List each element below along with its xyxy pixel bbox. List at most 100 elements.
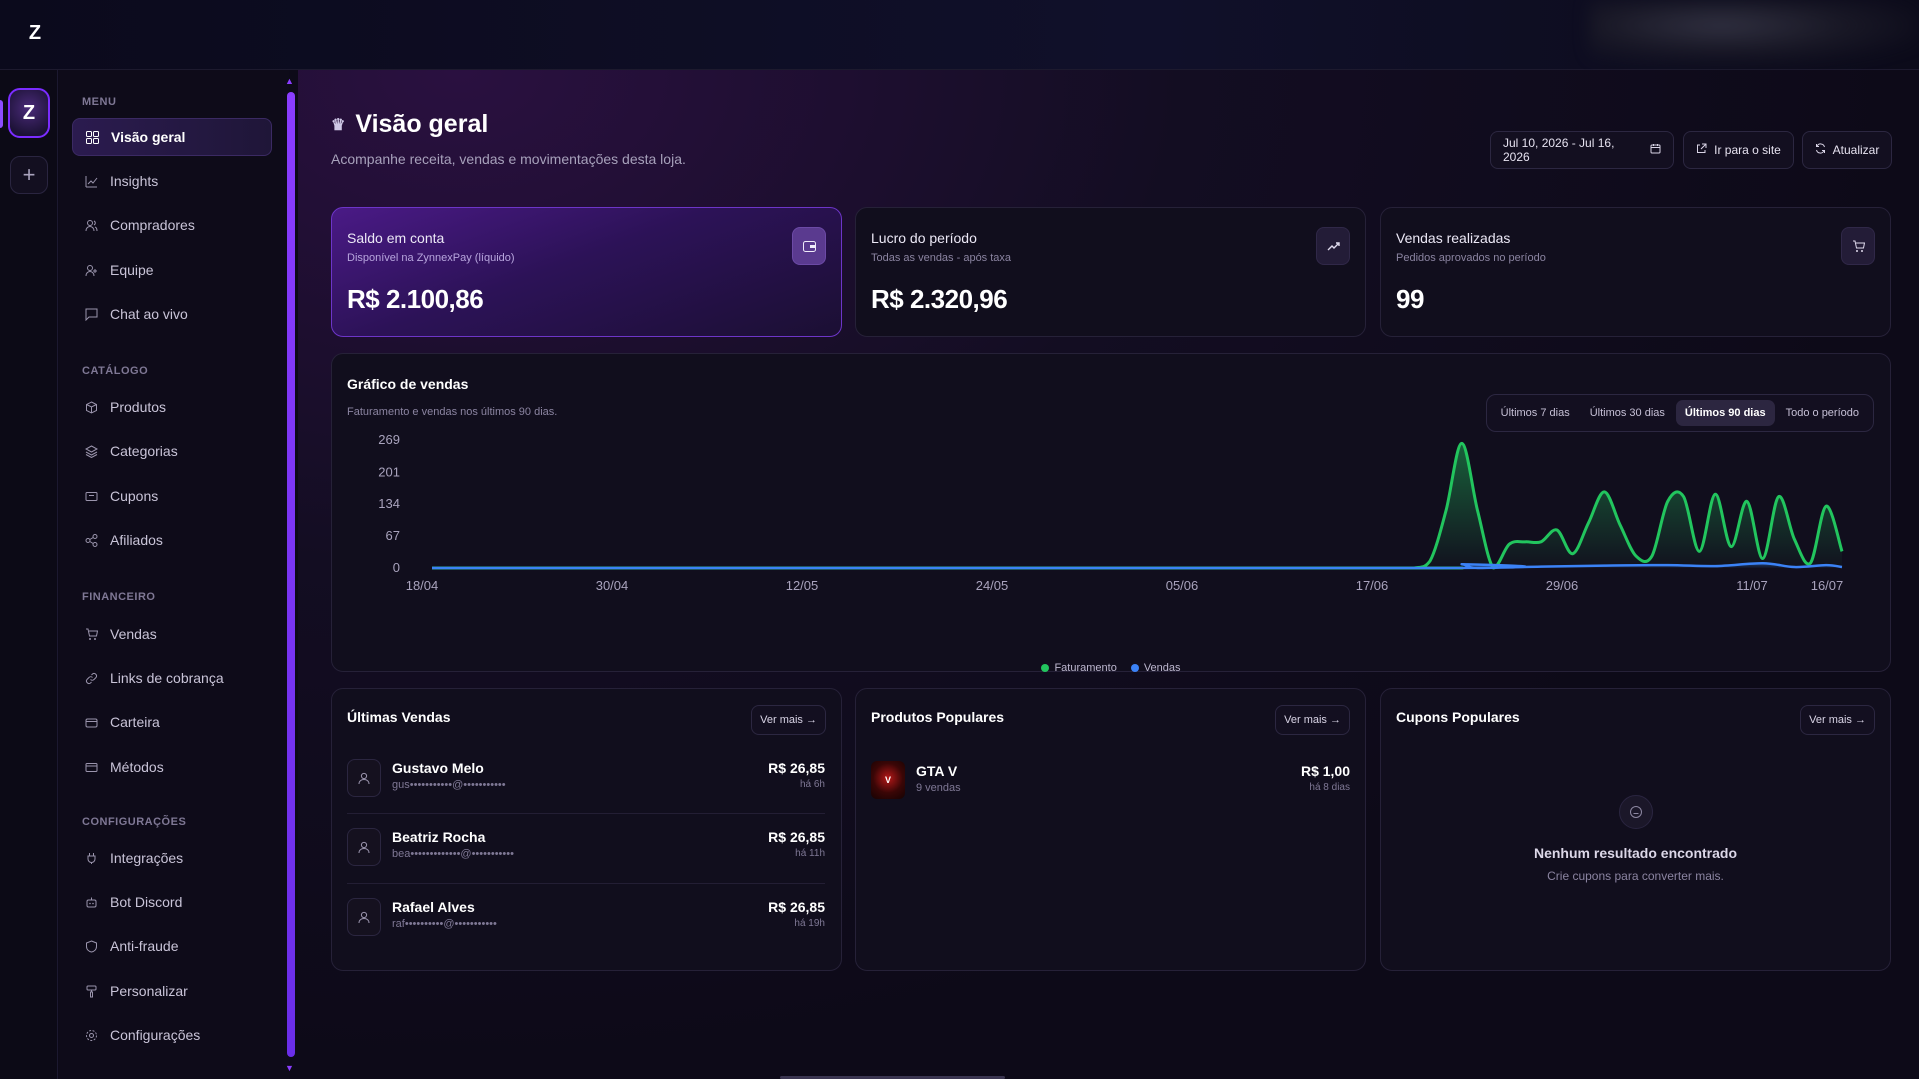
sales-chart-card: Gráfico de vendas Faturamento e vendas n… [331, 353, 1891, 674]
empty-state-icon [1618, 795, 1653, 829]
y-tick-label: 269 [378, 432, 400, 447]
sidebar-item-label: Categorias [110, 443, 178, 459]
sidebar-item-visao-geral[interactable]: Visão geral [72, 118, 272, 156]
popular-products-title: Produtos Populares [871, 709, 1005, 725]
store-switcher-button[interactable]: Z [8, 88, 50, 138]
sidebar-item-anti-fraude[interactable]: Anti-fraude [72, 927, 272, 965]
section-financeiro: FINANCEIRO [82, 591, 156, 603]
balance-value: R$ 2.100,86 [347, 284, 484, 314]
sidebar-item-label: Links de cobrança [110, 670, 224, 686]
sidebar-item-label: Cupons [110, 488, 159, 504]
cart-icon [1841, 227, 1875, 265]
store-rail: Z + [0, 70, 58, 1079]
share-icon [84, 533, 98, 547]
product-sales: 9 vendas [916, 782, 961, 794]
sales-chart: 0 67 134 201 269 18/04 30/04 12/05 24/05 05/06 17… [378, 432, 1844, 593]
range-all-time[interactable]: Todo o período [1785, 407, 1859, 419]
refresh-button[interactable]: Atualizar [1802, 131, 1892, 169]
sidebar-item-links-cobranca[interactable]: Links de cobrança [72, 659, 272, 697]
product-time: há 8 dias [1309, 782, 1350, 793]
sidebar-item-label: Vendas [110, 626, 157, 642]
sale-row[interactable]: Gustavo Melo gus•••••••••••@••••••••••• … [347, 751, 825, 815]
external-link-icon [1696, 143, 1707, 157]
product-name[interactable]: GTA V [916, 763, 958, 779]
sidebar-item-insights[interactable]: Insights [72, 162, 272, 200]
sidebar-item-label: Carteira [110, 714, 160, 730]
latest-sales-card: Últimas Vendas Ver mais → Gustavo Melo g… [331, 688, 842, 971]
sale-row[interactable]: Rafael Alves raf••••••••••@••••••••••• R… [347, 890, 825, 954]
sidebar-item-personalizar[interactable]: Personalizar [72, 972, 272, 1010]
sidebar-item-categorias[interactable]: Categorias [72, 432, 272, 470]
crown-icon: ♛ [331, 116, 346, 134]
wallet-icon [84, 715, 98, 729]
chart-legend: Faturamento Vendas [332, 662, 1890, 674]
divider [347, 883, 825, 884]
sidebar-item-label: Produtos [110, 399, 167, 415]
range-selector: Últimos 7 dias Últimos 30 dias Últimos 9… [1485, 394, 1874, 432]
link-icon [84, 671, 98, 685]
sidebar-item-equipe[interactable]: Equipe [72, 251, 272, 289]
latest-sales-see-more-button[interactable]: Ver mais → [751, 705, 826, 735]
scroll-up-arrow-icon[interactable]: ▲ [285, 76, 294, 86]
popular-coupons-card: Cupons Populares Ver mais → Nenhum resul… [1380, 688, 1891, 971]
legend-revenue[interactable]: Faturamento [1041, 662, 1117, 674]
sidebar-item-vendas[interactable]: Vendas [72, 615, 272, 653]
refresh-label: Atualizar [1832, 143, 1880, 157]
y-tick-label: 0 [393, 560, 400, 575]
popular-coupons-title: Cupons Populares [1396, 709, 1520, 725]
series-line-faturamento[interactable] [431, 441, 1844, 570]
store-logo-icon: Z [22, 101, 36, 124]
sidebar-item-metodos[interactable]: Métodos [72, 748, 272, 786]
card-icon [84, 760, 98, 774]
popular-products-see-more-button[interactable]: Ver mais → [1275, 705, 1350, 735]
section-configuracoes: CONFIGURAÇÕES [82, 816, 187, 828]
plus-icon: + [22, 162, 36, 187]
x-tick-label: 29/06 [1546, 578, 1579, 593]
ticket-icon [84, 489, 98, 503]
balance-subtitle: Disponível na ZynnexPay (líquido) [347, 252, 515, 264]
sidebar-item-chat[interactable]: Chat ao vivo [72, 295, 272, 333]
goto-site-button[interactable]: Ir para o site [1683, 131, 1794, 169]
sidebar-scrollbar[interactable] [287, 92, 295, 1057]
x-tick-label: 11/07 [1736, 578, 1768, 593]
sale-row[interactable]: Beatriz Rocha bea•••••••••••••@•••••••••… [347, 820, 825, 884]
sidebar-item-configuracoes[interactable]: Configurações [72, 1016, 272, 1054]
user-avatar-icon [347, 898, 381, 936]
add-store-button[interactable]: + [10, 156, 48, 194]
range-7-days[interactable]: Últimos 7 dias [1500, 407, 1570, 419]
sales-count-title: Vendas realizadas [1396, 230, 1511, 246]
range-90-days[interactable]: Últimos 90 dias [1675, 400, 1775, 426]
popular-coupons-see-more-button[interactable]: Ver mais → [1800, 705, 1875, 735]
horizontal-scrollbar[interactable] [780, 1076, 1005, 1079]
sale-customer-name: Beatriz Rocha [392, 829, 486, 845]
range-30-days[interactable]: Últimos 30 dias [1589, 407, 1665, 419]
user-avatar-icon [347, 828, 381, 866]
grid-icon [85, 130, 99, 144]
legend-sales[interactable]: Vendas [1130, 662, 1181, 674]
y-tick-label: 201 [378, 464, 400, 479]
sidebar-item-bot-discord[interactable]: Bot Discord [72, 883, 272, 921]
users-icon [84, 218, 98, 232]
sale-time: há 6h [799, 779, 825, 790]
y-tick-label: 67 [386, 528, 400, 543]
date-range-label: Jul 10, 2026 - Jul 16, 2026 [1503, 136, 1615, 164]
sidebar-item-carteira[interactable]: Carteira [72, 703, 272, 741]
sidebar-item-label: Equipe [110, 262, 154, 278]
sidebar-item-compradores[interactable]: Compradores [72, 206, 272, 244]
date-range-picker[interactable]: Jul 10, 2026 - Jul 16, 2026 [1490, 131, 1674, 169]
sale-amount: R$ 26,85 [768, 899, 825, 915]
sidebar-item-afiliados[interactable]: Afiliados [72, 521, 272, 559]
logo-icon[interactable]: Z [28, 22, 42, 44]
balance-title: Saldo em conta [347, 230, 445, 246]
series-line-vendas[interactable] [431, 561, 1843, 570]
sidebar-item-produtos[interactable]: Produtos [72, 388, 272, 426]
box-icon [84, 400, 98, 414]
sidebar-item-integracoes[interactable]: Integrações [72, 839, 272, 877]
y-tick-label: 134 [378, 496, 400, 511]
scroll-down-arrow-icon[interactable]: ▼ [285, 1063, 294, 1073]
sidebar-item-label: Anti-fraude [110, 938, 179, 954]
trend-icon [84, 174, 98, 188]
sales-count-value: 99 [1396, 284, 1424, 314]
sidebar-item-cupons[interactable]: Cupons [72, 477, 272, 515]
x-tick-label: 12/05 [786, 578, 819, 593]
